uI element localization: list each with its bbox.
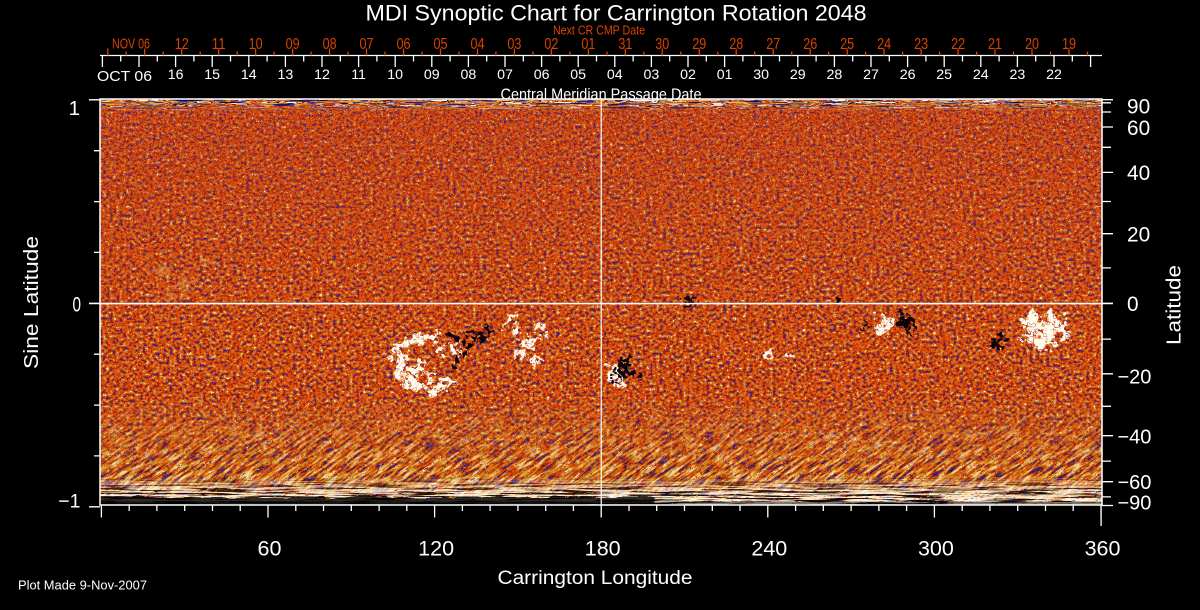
svg-text:07: 07 [497, 67, 513, 83]
svg-text:10: 10 [387, 67, 403, 83]
svg-text:−40: −40 [1118, 427, 1152, 449]
svg-text:11: 11 [212, 36, 226, 53]
svg-text:OCT 06: OCT 06 [97, 68, 152, 85]
svg-text:Sine Latitude: Sine Latitude [21, 236, 43, 369]
svg-text:Central Meridian Passage Date: Central Meridian Passage Date [501, 87, 702, 104]
svg-text:29: 29 [692, 36, 706, 53]
svg-text:40: 40 [1127, 162, 1150, 185]
svg-text:09: 09 [424, 67, 440, 83]
svg-text:27: 27 [766, 36, 780, 53]
svg-text:30: 30 [655, 36, 669, 53]
svg-text:20: 20 [1127, 224, 1150, 247]
svg-text:Next CR CMP Date: Next CR CMP Date [553, 24, 645, 38]
svg-text:−60: −60 [1118, 472, 1152, 494]
svg-text:60: 60 [258, 537, 282, 561]
svg-text:03: 03 [507, 36, 521, 53]
svg-text:06: 06 [397, 36, 411, 53]
svg-text:27: 27 [863, 67, 879, 83]
svg-text:02: 02 [544, 36, 558, 53]
svg-text:300: 300 [918, 537, 954, 561]
svg-text:12: 12 [314, 67, 330, 83]
svg-text:05: 05 [570, 67, 586, 83]
svg-text:28: 28 [827, 67, 843, 83]
svg-text:NOV 06: NOV 06 [112, 36, 150, 53]
svg-text:29: 29 [790, 67, 806, 83]
svg-text:31: 31 [618, 36, 632, 53]
svg-text:09: 09 [286, 36, 300, 53]
svg-text:08: 08 [323, 36, 337, 53]
svg-text:05: 05 [433, 36, 447, 53]
svg-text:26: 26 [900, 67, 916, 83]
svg-text:07: 07 [360, 36, 374, 53]
svg-text:MDI Synoptic Chart for Carring: MDI Synoptic Chart for Carrington Rotati… [366, 0, 867, 25]
svg-text:26: 26 [803, 36, 817, 53]
svg-text:11: 11 [351, 67, 366, 83]
svg-text:15: 15 [204, 67, 220, 83]
svg-text:16: 16 [168, 67, 184, 83]
svg-text:180: 180 [585, 537, 621, 561]
svg-text:19: 19 [1062, 36, 1076, 53]
svg-text:20: 20 [1025, 36, 1039, 53]
svg-text:Plot Made 9-Nov-2007: Plot Made 9-Nov-2007 [18, 579, 147, 593]
svg-text:13: 13 [278, 67, 294, 83]
svg-text:23: 23 [914, 36, 928, 53]
svg-text:25: 25 [840, 36, 854, 53]
svg-text:04: 04 [607, 67, 623, 83]
svg-text:360: 360 [1085, 537, 1121, 561]
svg-text:21: 21 [988, 36, 1002, 53]
svg-text:12: 12 [175, 36, 189, 53]
svg-text:14: 14 [241, 67, 257, 83]
svg-text:0: 0 [73, 294, 82, 317]
svg-text:22: 22 [1046, 67, 1062, 83]
svg-text:1: 1 [69, 97, 80, 120]
svg-text:0: 0 [1127, 293, 1139, 316]
svg-text:Carrington Longitude: Carrington Longitude [498, 568, 693, 589]
svg-text:−20: −20 [1118, 366, 1152, 388]
svg-text:06: 06 [534, 67, 550, 83]
svg-text:08: 08 [461, 67, 477, 83]
svg-text:22: 22 [951, 36, 965, 53]
svg-text:28: 28 [729, 36, 743, 53]
svg-text:−90: −90 [1118, 493, 1152, 515]
svg-text:02: 02 [680, 67, 696, 83]
svg-text:01: 01 [581, 36, 595, 53]
svg-text:01: 01 [717, 67, 733, 83]
svg-text:60: 60 [1127, 117, 1150, 140]
svg-text:10: 10 [249, 36, 263, 53]
svg-text:04: 04 [470, 36, 484, 53]
svg-text:240: 240 [751, 537, 787, 561]
svg-text:24: 24 [877, 36, 891, 53]
svg-text:25: 25 [936, 67, 952, 83]
svg-text:03: 03 [644, 67, 660, 83]
svg-text:30: 30 [753, 67, 769, 83]
svg-text:23: 23 [1010, 67, 1026, 83]
svg-text:120: 120 [418, 537, 454, 561]
svg-text:Latitude: Latitude [1164, 265, 1186, 345]
svg-text:90: 90 [1127, 96, 1150, 119]
svg-text:24: 24 [973, 67, 989, 83]
svg-text:−1: −1 [58, 491, 80, 513]
